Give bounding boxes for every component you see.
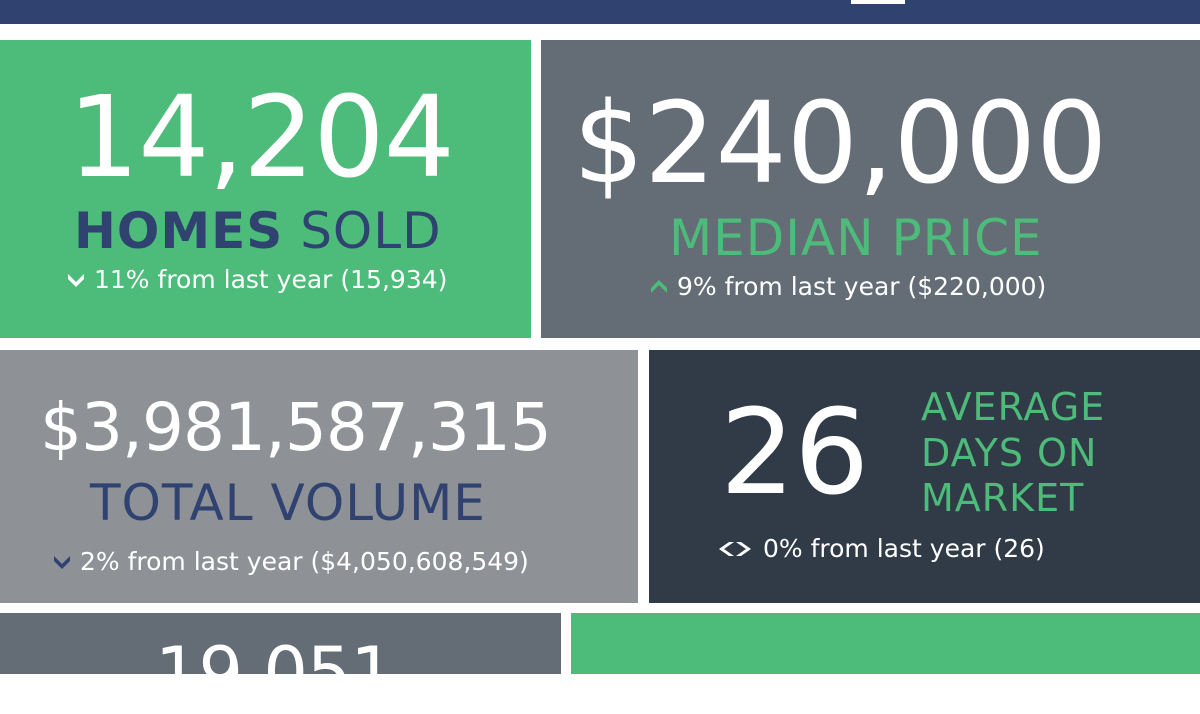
days-on-market-label-line: AVERAGE	[921, 385, 1106, 429]
chevron-left-right-icon	[719, 541, 751, 556]
total-volume-panel	[0, 350, 638, 603]
days-on-market-value: 26	[720, 383, 869, 521]
days-on-market-panel	[649, 350, 1200, 603]
days-on-market-label-line: DAYS ON	[921, 430, 1098, 475]
total-volume-change-text: 2% from last year ($4,050,608,549)	[80, 547, 529, 576]
homes-sold-label-bold: HOMES	[74, 202, 284, 260]
total-volume-label: TOTAL VOLUME	[90, 474, 486, 532]
median-price-change: 9% from last year ($220,000)	[649, 274, 1046, 299]
banner-tab-indicator	[851, 0, 905, 4]
homes-sold-change: 11% from last year (15,934)	[66, 267, 447, 292]
homes-sold-label-rest: SOLD	[300, 202, 442, 260]
median-price-value: $240,000	[573, 79, 1108, 209]
median-price-panel	[541, 40, 1200, 338]
days-on-market-label: AVERAGE DAYS ON MARKET	[921, 385, 1105, 522]
homes-sold-value: 14,204	[68, 73, 455, 203]
chevron-up-icon	[651, 279, 667, 293]
total-volume-change: 2% from last year ($4,050,608,549)	[52, 549, 529, 574]
chevron-down-icon	[68, 273, 84, 287]
homes-sold-change-text: 11% from last year (15,934)	[94, 265, 448, 294]
partial-stat-value: 19,051	[155, 632, 395, 714]
days-on-market-label-line: MARKET	[921, 476, 1085, 521]
days-on-market-change: 0% from last year (26)	[715, 536, 1045, 561]
top-banner	[0, 0, 1200, 24]
partial-green-panel	[571, 613, 1200, 674]
median-price-change-text: 9% from last year ($220,000)	[677, 272, 1047, 301]
days-on-market-change-text: 0% from last year (26)	[763, 534, 1045, 563]
homes-sold-panel	[0, 40, 531, 338]
total-volume-value: $3,981,587,315	[40, 389, 552, 466]
median-price-label: MEDIAN PRICE	[669, 209, 1043, 267]
chevron-down-icon	[54, 555, 70, 569]
partial-stat-panel	[0, 613, 561, 674]
homes-sold-label: HOMES SOLD	[74, 206, 442, 256]
